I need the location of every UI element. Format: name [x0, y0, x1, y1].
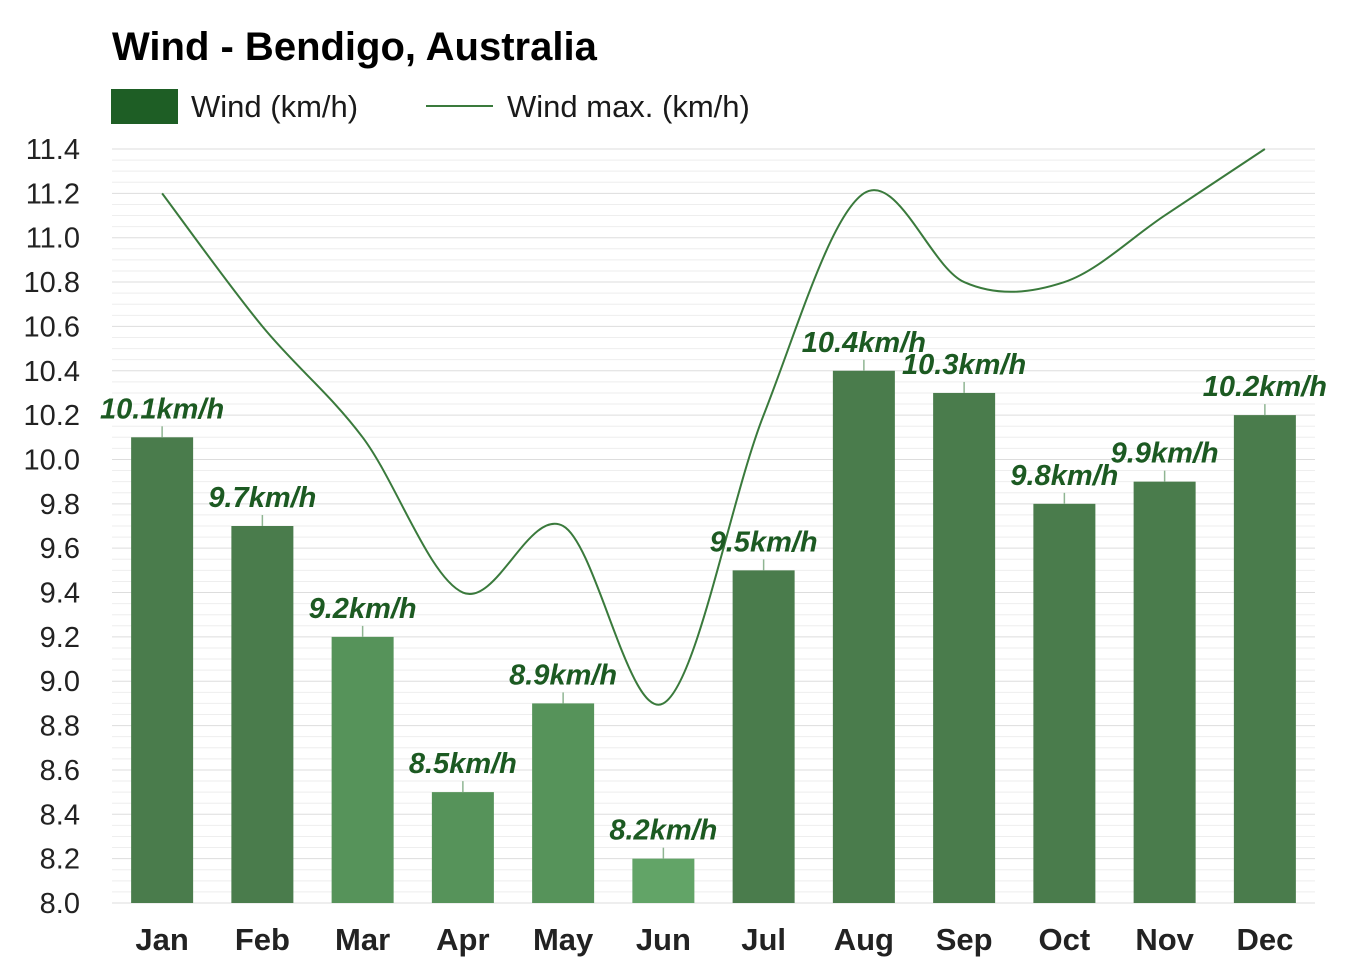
data-label-mar: 9.2km/h — [309, 593, 417, 625]
chart-title: Wind - Bendigo, Australia — [112, 25, 598, 69]
wind-max-line — [161, 148, 1266, 706]
data-label-aug: 10.4km/h — [802, 327, 926, 359]
y-tick-label: 10.2 — [24, 400, 80, 432]
bar-sep — [933, 392, 996, 903]
data-label-dec: 10.2km/h — [1203, 371, 1327, 403]
bars — [131, 370, 1296, 903]
y-tick-label: 9.8 — [40, 489, 80, 521]
y-tick-label: 9.0 — [40, 666, 80, 698]
grid-lines — [112, 148, 1315, 904]
data-label-sep: 10.3km/h — [902, 349, 1026, 381]
x-tick-label: Dec — [1236, 922, 1293, 957]
bar-dec — [1233, 415, 1296, 903]
bar-mar — [331, 636, 394, 903]
data-label-jun: 8.2km/h — [609, 815, 717, 847]
y-tick-label: 9.6 — [40, 533, 80, 565]
y-tick-label: 10.0 — [24, 444, 80, 476]
y-tick-label: 10.6 — [24, 311, 80, 343]
x-tick-label: Jun — [636, 922, 691, 957]
x-tick-label: Nov — [1135, 922, 1194, 957]
bar-aug — [832, 370, 895, 903]
x-tick-label: Oct — [1039, 922, 1091, 957]
data-label-jul: 9.5km/h — [710, 526, 818, 558]
y-tick-label: 9.4 — [40, 578, 80, 610]
x-tick-label: Feb — [235, 922, 290, 957]
y-tick-label: 11.2 — [26, 178, 80, 210]
y-tick-label: 8.0 — [40, 888, 80, 920]
legend: Wind (km/h) Wind max. (km/h) — [111, 89, 750, 124]
bar-jul — [732, 570, 795, 903]
y-tick-label: 9.2 — [40, 622, 80, 654]
y-tick-label: 8.2 — [40, 844, 80, 876]
data-label-oct: 9.8km/h — [1010, 460, 1118, 492]
x-tick-label: May — [533, 922, 594, 957]
y-tick-label: 10.8 — [24, 267, 80, 299]
x-axis: Jan Feb Mar Apr May Jun Jul Aug Sep Oct Nov Dec — [135, 922, 1293, 957]
x-tick-label: Aug — [834, 922, 894, 957]
data-label-nov: 9.9km/h — [1111, 438, 1219, 470]
bar-jun — [632, 858, 695, 903]
bar-feb — [231, 526, 294, 903]
x-tick-label: Mar — [335, 922, 390, 957]
legend-line-label: Wind max. (km/h) — [507, 89, 750, 124]
y-axis: 8.0 8.2 8.4 8.6 8.8 9.0 9.2 9.4 9.6 9.8 10.0 10.2 10… — [24, 134, 80, 920]
data-labels: 10.1km/h 9.7km/h 9.2km/h 8.5km/h 8.9km/h 8.2k… — [100, 327, 1327, 859]
bar-apr — [431, 792, 494, 903]
y-tick-label: 10.4 — [24, 356, 80, 388]
data-label-jan: 10.1km/h — [100, 393, 224, 425]
y-tick-label: 11.4 — [26, 134, 80, 166]
legend-bar-swatch — [111, 89, 178, 124]
data-label-apr: 8.5km/h — [409, 748, 517, 780]
y-tick-label: 8.4 — [40, 799, 80, 831]
bar-nov — [1133, 481, 1196, 903]
wind-max-line-path — [161, 148, 1266, 706]
y-tick-label: 8.6 — [40, 755, 80, 787]
y-tick-label: 8.8 — [40, 711, 80, 743]
data-label-may: 8.9km/h — [509, 659, 617, 691]
x-tick-label: Jan — [135, 922, 188, 957]
bar-may — [532, 703, 595, 903]
y-tick-label: 11.0 — [26, 223, 80, 255]
data-label-feb: 9.7km/h — [208, 482, 316, 514]
legend-bar-label: Wind (km/h) — [191, 89, 358, 124]
bar-jan — [131, 437, 194, 903]
bar-oct — [1033, 503, 1096, 903]
x-tick-label: Sep — [936, 922, 993, 957]
x-tick-label: Apr — [436, 922, 489, 957]
x-tick-label: Jul — [741, 922, 786, 957]
